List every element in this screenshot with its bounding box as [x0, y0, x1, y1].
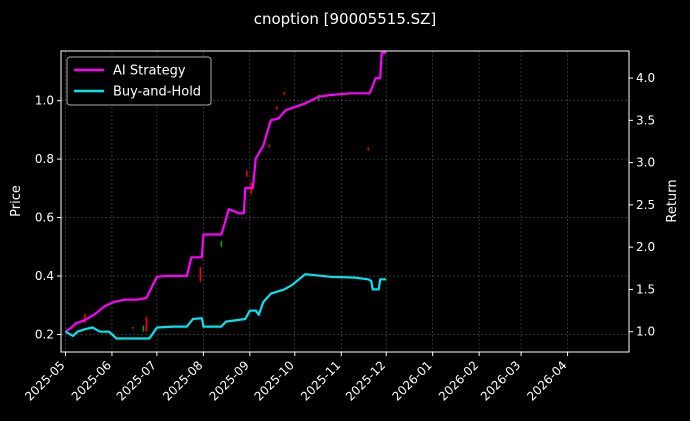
price-candle — [84, 314, 86, 323]
price-candle — [268, 144, 271, 148]
chart-title: cnoption [90005515.SZ] — [254, 10, 437, 28]
series-line-buy-and-hold — [64, 273, 387, 340]
y-right-tick-label: 4.0 — [636, 71, 655, 85]
price-candle — [199, 267, 202, 282]
price-candle — [145, 316, 148, 332]
legend: AI Strategy Buy-and-Hold — [66, 56, 212, 106]
series-line-ai-strategy — [64, 51, 387, 333]
price-candle — [142, 325, 145, 332]
y-left-tick-label: 1.0 — [35, 94, 54, 108]
price-candle — [283, 91, 286, 95]
y-right-tick-label: 2.5 — [636, 198, 655, 212]
y-left-tick-label: 0.8 — [35, 152, 54, 166]
y-axis-left-label: Price — [9, 185, 24, 217]
price-candle — [220, 240, 223, 247]
grid — [61, 51, 629, 352]
plot-frame — [60, 50, 630, 353]
y-axis-right-label: Return — [665, 179, 680, 222]
series-lines — [64, 51, 387, 340]
legend-label-ai-strategy: AI Strategy — [113, 64, 186, 79]
price-candle — [246, 170, 248, 177]
y-right-tick-label: 2.0 — [636, 240, 655, 254]
price-candle — [132, 327, 134, 329]
price-candle — [367, 147, 370, 151]
legend-label-buy-and-hold: Buy-and-Hold — [113, 85, 201, 100]
y-left-tick-label: 0.2 — [35, 327, 54, 341]
y-right-tick-label: 1.5 — [636, 282, 655, 296]
y-left-tick-label: 0.4 — [35, 269, 54, 283]
y-right-tick-label: 3.5 — [636, 113, 655, 127]
y-right-tick-label: 1.0 — [636, 325, 655, 339]
y-right-tick-label: 3.0 — [636, 156, 655, 170]
y-left-tick-label: 0.6 — [35, 211, 54, 225]
price-candle — [276, 106, 278, 110]
